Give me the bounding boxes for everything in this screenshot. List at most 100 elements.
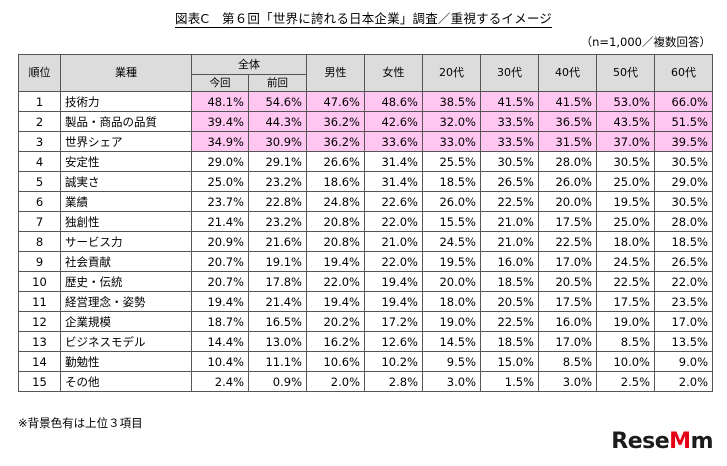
header-col: 男性 (306, 54, 365, 92)
value-cell: 21.4% (248, 291, 307, 312)
value-cell: 20.8% (306, 231, 365, 252)
value-cell: 17.5% (538, 291, 597, 312)
rank-cell: 1 (18, 91, 61, 112)
header-col: 50代 (596, 54, 655, 92)
rank-cell: 8 (18, 231, 61, 252)
value-cell: 17.0% (538, 251, 597, 272)
rank-cell: 5 (18, 171, 61, 192)
table-row: 4 安定性 29.0% 29.1% 26.6% 31.4% 25.5% 30.5% 28.0% 3… (18, 151, 713, 172)
value-cell: 20.7% (191, 251, 249, 272)
value-cell: 20.2% (306, 311, 365, 332)
value-cell: 18.5% (480, 271, 539, 292)
value-cell: 10.2% (364, 351, 423, 372)
header-subrow: 今回 前回 (19, 74, 713, 92)
header-col: 60代 (654, 54, 713, 92)
value-cell: 26.0% (422, 191, 481, 212)
rank-cell: 3 (18, 131, 61, 152)
value-cell: 31.4% (364, 151, 423, 172)
value-cell: 2.8% (364, 371, 423, 392)
value-cell: 29.1% (248, 151, 307, 172)
value-cell: 19.0% (422, 311, 481, 332)
value-cell: 22.0% (364, 211, 423, 232)
value-cell: 22.0% (364, 251, 423, 272)
value-cell: 23.2% (248, 211, 307, 232)
value-cell: 30.5% (654, 151, 713, 172)
item-cell: 歴史・伝統 (60, 271, 192, 292)
value-cell: 36.2% (306, 111, 365, 132)
value-cell: 33.0% (422, 131, 481, 152)
value-cell: 42.6% (364, 111, 423, 132)
value-cell: 10.0% (596, 351, 655, 372)
rank-cell: 13 (18, 331, 61, 352)
value-cell: 19.4% (306, 291, 365, 312)
value-cell: 21.0% (480, 231, 539, 252)
value-cell: 66.0% (654, 91, 713, 112)
value-cell: 16.2% (306, 331, 365, 352)
table-row: 5 誠実さ 25.0% 23.2% 18.6% 31.4% 18.5% 26.5% 26.0% 2… (18, 171, 713, 192)
value-cell: 1.5% (480, 371, 539, 392)
value-cell: 20.5% (538, 271, 597, 292)
value-cell: 22.5% (480, 311, 539, 332)
table-row: 10 歴史・伝統 20.7% 17.8% 22.0% 19.4% 20.0% 18.5% 20.… (18, 271, 713, 292)
value-cell: 19.4% (364, 271, 423, 292)
value-cell: 14.5% (422, 331, 481, 352)
value-cell: 17.0% (654, 311, 713, 332)
value-cell: 22.8% (248, 191, 307, 212)
value-cell: 16.0% (538, 311, 597, 332)
value-cell: 33.6% (364, 131, 423, 152)
item-cell: 安定性 (60, 151, 192, 172)
value-cell: 48.1% (191, 91, 249, 112)
table-row: 7 独創性 21.4% 23.2% 20.8% 22.0% 15.5% 21.0% 17.5% 2… (18, 211, 713, 232)
value-cell: 25.5% (422, 151, 481, 172)
item-cell: 技術力 (60, 91, 192, 112)
value-cell: 38.5% (422, 91, 481, 112)
value-cell: 32.0% (422, 111, 481, 132)
value-cell: 26.5% (654, 251, 713, 272)
value-cell: 36.2% (306, 131, 365, 152)
value-cell: 2.0% (306, 371, 365, 392)
table-row: 13 ビジネスモデル 14.4% 13.0% 16.2% 12.6% 14.5% 18.5% 1… (18, 331, 713, 352)
value-cell: 3.0% (538, 371, 597, 392)
value-cell: 22.0% (306, 271, 365, 292)
value-cell: 20.7% (191, 271, 249, 292)
item-cell: 独創性 (60, 211, 192, 232)
item-cell: 製品・商品の品質 (60, 111, 192, 132)
value-cell: 21.0% (480, 211, 539, 232)
value-cell: 20.0% (422, 271, 481, 292)
header-col: 20代 (422, 54, 481, 92)
value-cell: 39.5% (654, 131, 713, 152)
value-cell: 13.0% (248, 331, 307, 352)
value-cell: 34.9% (191, 131, 249, 152)
ranking-table: 順位 業種 全体 男性 女性 20代 30代 40代 50代 60代 今回 前回… (18, 54, 713, 392)
value-cell: 22.5% (596, 271, 655, 292)
value-cell: 54.6% (248, 91, 307, 112)
table-row: 14 勤勉性 10.4% 11.1% 10.6% 10.2% 9.5% 15.0% 8.5% 10… (18, 351, 713, 372)
item-cell: 社会貢献 (60, 251, 192, 272)
table-row: 11 経営理念・姿勢 19.4% 21.4% 19.4% 19.4% 18.0% 20.5% 1… (18, 291, 713, 312)
value-cell: 41.5% (538, 91, 597, 112)
value-cell: 14.4% (191, 331, 249, 352)
table-row: 8 サービス力 20.9% 21.6% 20.8% 21.0% 24.5% 21.0% 22.5… (18, 231, 713, 252)
value-cell: 17.5% (538, 211, 597, 232)
value-cell: 19.0% (596, 311, 655, 332)
rank-cell: 10 (18, 271, 61, 292)
header-previous: 前回 (248, 74, 307, 92)
value-cell: 48.6% (364, 91, 423, 112)
header-row: 順位 業種 全体 男性 女性 20代 30代 40代 50代 60代 (18, 54, 713, 92)
value-cell: 2.5% (596, 371, 655, 392)
value-cell: 10.4% (191, 351, 249, 372)
value-cell: 19.4% (306, 251, 365, 272)
resemom-logo: ReseMm (611, 429, 713, 454)
value-cell: 23.7% (191, 191, 249, 212)
value-cell: 17.5% (596, 291, 655, 312)
rank-cell: 9 (18, 251, 61, 272)
value-cell: 26.6% (306, 151, 365, 172)
value-cell: 12.6% (364, 331, 423, 352)
value-cell: 18.5% (654, 231, 713, 252)
value-cell: 19.5% (422, 251, 481, 272)
value-cell: 22.5% (480, 191, 539, 212)
value-cell: 17.2% (364, 311, 423, 332)
value-cell: 18.0% (596, 231, 655, 252)
value-cell: 20.0% (538, 191, 597, 212)
header-item: 業種 (60, 54, 192, 92)
